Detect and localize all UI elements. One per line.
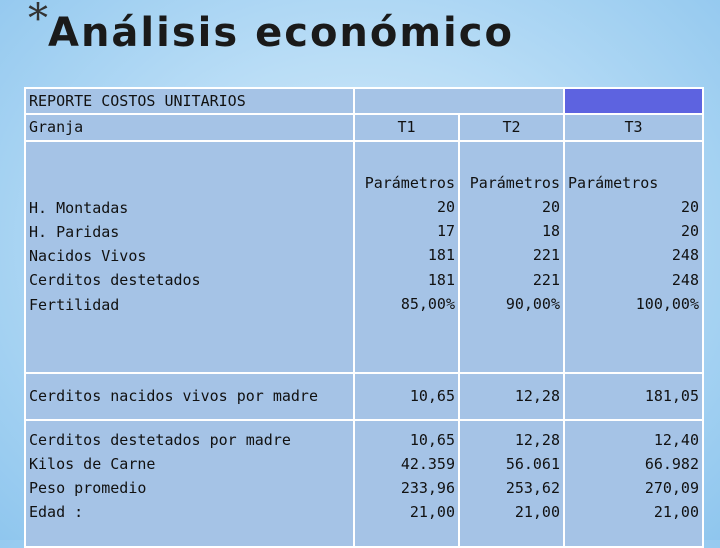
group1-t2: Parámetros 20 18 221 221 90,00%	[458, 139, 565, 374]
row-label-destetados-por-madre: Cerditos destetados por madre	[29, 430, 291, 449]
parameters-subheader-t3: Parámetros	[568, 173, 659, 192]
value-t2-fertilidad: 90,00%	[505, 295, 560, 314]
header-accent	[563, 86, 704, 116]
value-t2-nacidos-por-madre: 12,28	[458, 371, 565, 421]
title-bullet: *	[28, 0, 48, 42]
value-t1-paridas: 17	[436, 222, 455, 241]
value-t1-edad: 21,00	[409, 503, 455, 522]
value-t3-edad: 21,00	[653, 503, 699, 522]
farm-label: Granja	[29, 118, 84, 137]
value-t2-paridas: 18	[541, 222, 560, 241]
value-t3-destetados-por-madre: 12,40	[653, 430, 699, 449]
row-label-nacidos-vivos: Nacidos Vivos	[29, 247, 147, 266]
value-t1-kilos-carne: 42.359	[400, 454, 455, 473]
group2-t3: 12,40 66.982 270,09 21,00	[563, 418, 704, 548]
farm-label-cell: Granja	[24, 113, 355, 142]
value-t1-peso-promedio: 233,96	[400, 479, 455, 498]
parameters-subheader-t2: Parámetros	[469, 173, 560, 192]
value-t2-nacidos: 221	[532, 246, 560, 265]
value-t3-fertilidad: 100,00%	[635, 295, 699, 314]
cost-report-table: REPORTE COSTOS UNITARIOS Granja T1 T2 T3…	[24, 86, 704, 548]
group1-t3: Parámetros 20 20 248 248 100,00%	[563, 139, 704, 374]
results-group: Cerditos destetados por madre Kilos de C…	[24, 418, 704, 548]
value-t3-destetados: 248	[671, 270, 699, 289]
row-label-nacidos-por-madre: Cerditos nacidos vivos por madre	[24, 371, 355, 421]
row-label-destetados: Cerditos destetados	[29, 271, 201, 290]
value-t2-peso-promedio: 253,62	[505, 479, 560, 498]
header-row-title: REPORTE COSTOS UNITARIOS	[24, 86, 704, 116]
group2-labels: Cerditos destetados por madre Kilos de C…	[24, 418, 355, 548]
column-header-t3: T3	[563, 113, 704, 142]
value-t1-montadas: 20	[436, 197, 455, 216]
value-t2-destetados-por-madre: 12,28	[514, 430, 560, 449]
value-t3-montadas: 20	[680, 197, 699, 216]
parameters-group: H. Montadas H. Paridas Nacidos Vivos Cer…	[24, 139, 704, 374]
row-label-peso-promedio: Peso promedio	[29, 479, 147, 498]
row-label-edad: Edad :	[29, 503, 84, 522]
value-t3-kilos-carne: 66.982	[644, 454, 699, 473]
group1-t1: Parámetros 20 17 181 181 85,00%	[353, 139, 460, 374]
value-t3-nacidos-por-madre: 181,05	[563, 371, 704, 421]
column-header-t1: T1	[353, 113, 460, 142]
group1-labels: H. Montadas H. Paridas Nacidos Vivos Cer…	[24, 139, 355, 374]
header-row-columns: Granja T1 T2 T3	[24, 113, 704, 142]
group2-t1: 10,65 42.359 233,96 21,00	[353, 418, 460, 548]
value-t1-nacidos-por-madre: 10,65	[353, 371, 460, 421]
value-t2-destetados: 221	[532, 270, 560, 289]
value-t1-nacidos: 181	[427, 246, 455, 265]
page-title: Análisis económico	[48, 10, 514, 56]
report-title: REPORTE COSTOS UNITARIOS	[29, 92, 246, 110]
report-title-cell: REPORTE COSTOS UNITARIOS	[24, 86, 355, 116]
value-t1-fertilidad: 85,00%	[400, 295, 455, 314]
header-blank	[353, 86, 565, 116]
column-header-t2: T2	[458, 113, 565, 142]
row-label-kilos-carne: Kilos de Carne	[29, 454, 156, 473]
value-t1-destetados: 181	[427, 270, 455, 289]
value-t2-kilos-carne: 56.061	[505, 454, 560, 473]
parameters-subheader-t1: Parámetros	[364, 173, 455, 192]
row-label-montadas: H. Montadas	[29, 198, 129, 217]
value-t2-montadas: 20	[541, 197, 560, 216]
value-t3-nacidos: 248	[671, 246, 699, 265]
group2-t2: 12,28 56.061 253,62 21,00	[458, 418, 565, 548]
row-nacidos-por-madre: Cerditos nacidos vivos por madre 10,65 1…	[24, 371, 704, 421]
value-t2-edad: 21,00	[514, 503, 560, 522]
value-t3-paridas: 20	[680, 222, 699, 241]
value-t1-destetados-por-madre: 10,65	[409, 430, 455, 449]
row-label-fertilidad: Fertilidad	[29, 295, 120, 314]
value-t3-peso-promedio: 270,09	[644, 479, 699, 498]
row-label-paridas: H. Paridas	[29, 222, 120, 241]
